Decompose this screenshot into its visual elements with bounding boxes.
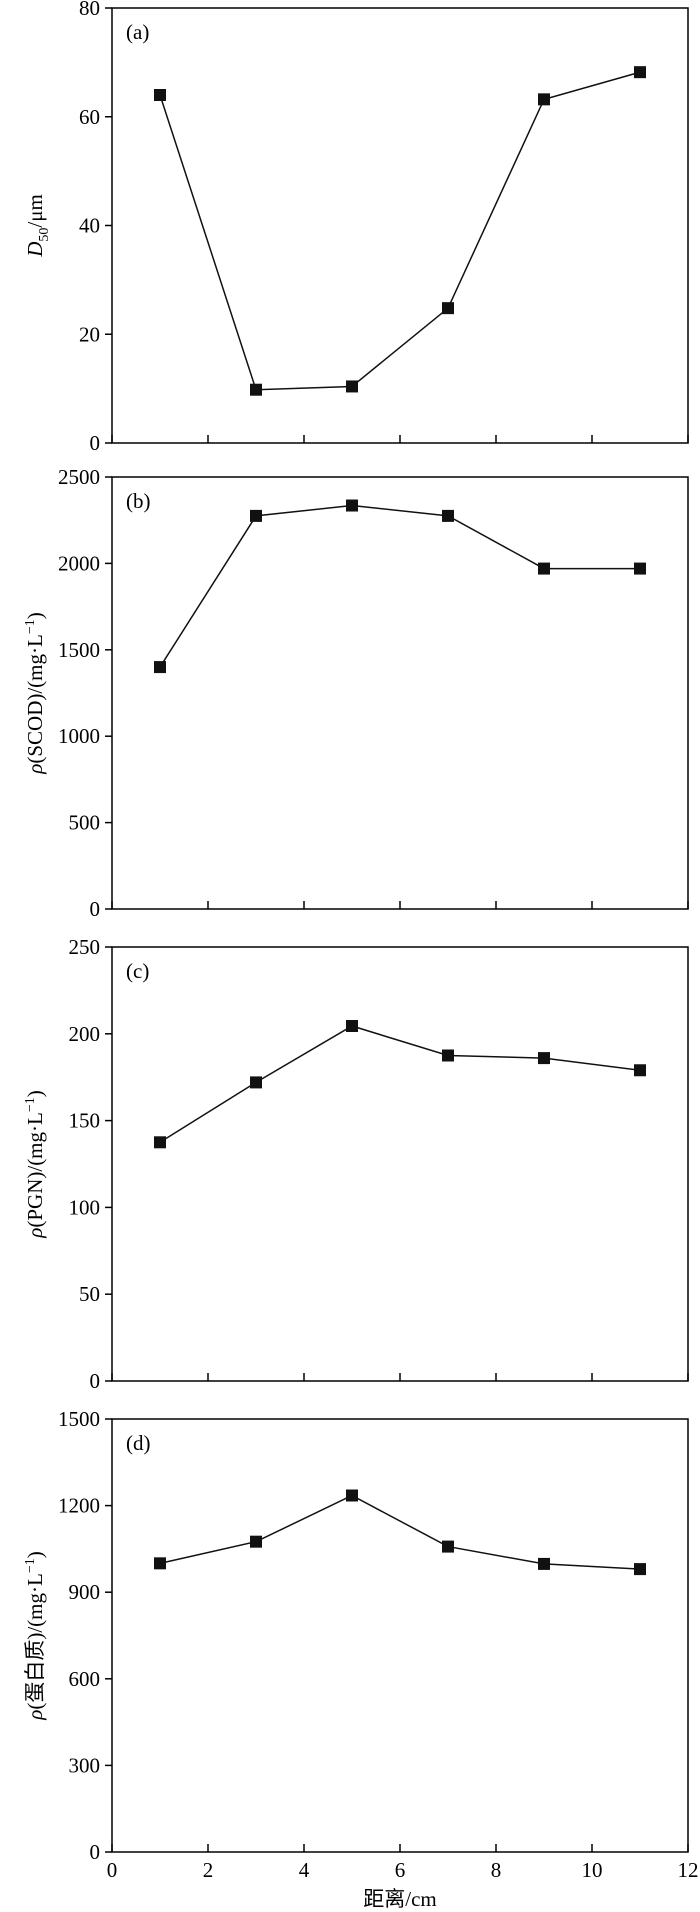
panel-b-series-line [159,504,640,668]
panel-d-ytick-label: 1500 [58,1407,100,1431]
panel-d-data-point [250,1535,262,1548]
panel-a-data-point [154,89,166,101]
panel-b-frame [111,476,689,910]
panel-a-data-point [346,380,358,393]
panel-d-ylabel: ρ(蛋白质)/(mg·L−1) [23,1551,47,1720]
panel-a-data-point [538,93,550,106]
panel-d-data-point [634,1563,646,1576]
panel-d-ytick-label: 0 [90,1840,101,1864]
panel-a-ylabel: D50/μm [23,194,52,258]
panel-c-ytick-label: 50 [79,1282,100,1306]
panel-c-series-line [159,1025,641,1143]
panel-a-data-point [634,66,646,79]
panel-d-data-point [442,1540,454,1553]
panel-b: 0 500 1000 1500 2000 2500 (b) ρ(SCOD)/(mg·L−1) [23,465,689,921]
panel-d-ytick-label: 900 [69,1580,101,1604]
panel-b-data-point [634,562,646,575]
panel-d-xtick-label: 4 [299,1858,310,1882]
panel-c-frame [111,946,689,1382]
panel-a-data-point [250,383,262,396]
panel-a-ytick-label: 40 [79,214,100,238]
panel-d-ytick-label: 300 [69,1753,101,1777]
panel-b-ytick-label: 1000 [58,724,100,748]
panel-c-ytick-label: 150 [69,1109,101,1133]
panel-c-ytick-label: 100 [69,1195,101,1219]
panel-d-xtick-label: 12 [678,1858,699,1882]
panel-d-xlabel: 距离/cm [363,1887,437,1911]
panel-a-ytick-label: 0 [90,431,101,455]
panel-a-ytick-label: 60 [79,105,100,129]
panel-a-ytick-label: 80 [79,0,100,20]
panel-c-data-point [634,1064,646,1077]
panel-b-label: (b) [126,489,151,513]
panel-b-data-point [250,509,262,522]
panel-d-xtick-label: 8 [491,1858,502,1882]
panel-d-frame [111,1418,689,1853]
panel-d-xtick-label: 2 [203,1858,214,1882]
panel-d-xtick-label: 0 [107,1858,118,1882]
panel-b-ytick-label: 2000 [58,551,100,575]
panel-c: 0 50 100 150 200 250 (c) ρ(PGN)/(mg·L−1) [23,935,689,1393]
panel-b-ytick-label: 2500 [58,465,100,489]
panel-b-data-point [346,499,358,512]
panel-c-label: (c) [126,959,149,983]
panel-c-data-point [442,1049,454,1062]
panel-b-data-point [154,661,166,674]
panel-c-ytick-label: 0 [90,1369,101,1393]
panel-d-data-point [346,1489,358,1502]
panel-c-data-point [346,1019,358,1032]
panel-a-frame [111,7,689,444]
panel-a-series-line [159,71,641,391]
panel-d-series-line [159,1494,641,1570]
panel-c-ylabel: ρ(PGN)/(mg·L−1) [23,1090,47,1238]
panel-b-ytick-label: 500 [69,811,101,835]
panel-c-data-point [538,1052,550,1065]
panel-b-ylabel: ρ(SCOD)/(mg·L−1) [23,612,47,775]
panel-d-ytick-label: 600 [69,1667,101,1691]
panel-a: 0 20 40 60 80 (a) D50/μm [23,0,689,455]
panel-d-xtick-label: 10 [582,1858,603,1882]
panel-d-data-point [538,1557,550,1570]
panel-d-label: (d) [126,1431,151,1455]
panel-c-data-point [154,1136,166,1149]
panel-d: 0 300 600 900 1200 1500 0 2 4 6 8 10 12 (d) ρ(蛋白质)/(mg… [23,1407,699,1911]
panel-d-data-point [154,1557,166,1570]
panel-c-data-point [250,1076,262,1089]
panel-a-data-point [442,302,454,315]
panel-d-xtick-label: 6 [395,1858,406,1882]
panel-b-data-point [538,562,550,575]
panel-a-label: (a) [126,20,149,44]
panel-b-ytick-label: 0 [90,897,101,921]
panel-b-ytick-label: 1500 [58,638,100,662]
panel-a-ytick-label: 20 [79,322,100,346]
panel-b-data-point [442,509,454,522]
panel-d-ytick-label: 1200 [58,1494,100,1518]
panel-c-ytick-label: 250 [69,935,101,959]
panel-c-ytick-label: 200 [69,1022,101,1046]
